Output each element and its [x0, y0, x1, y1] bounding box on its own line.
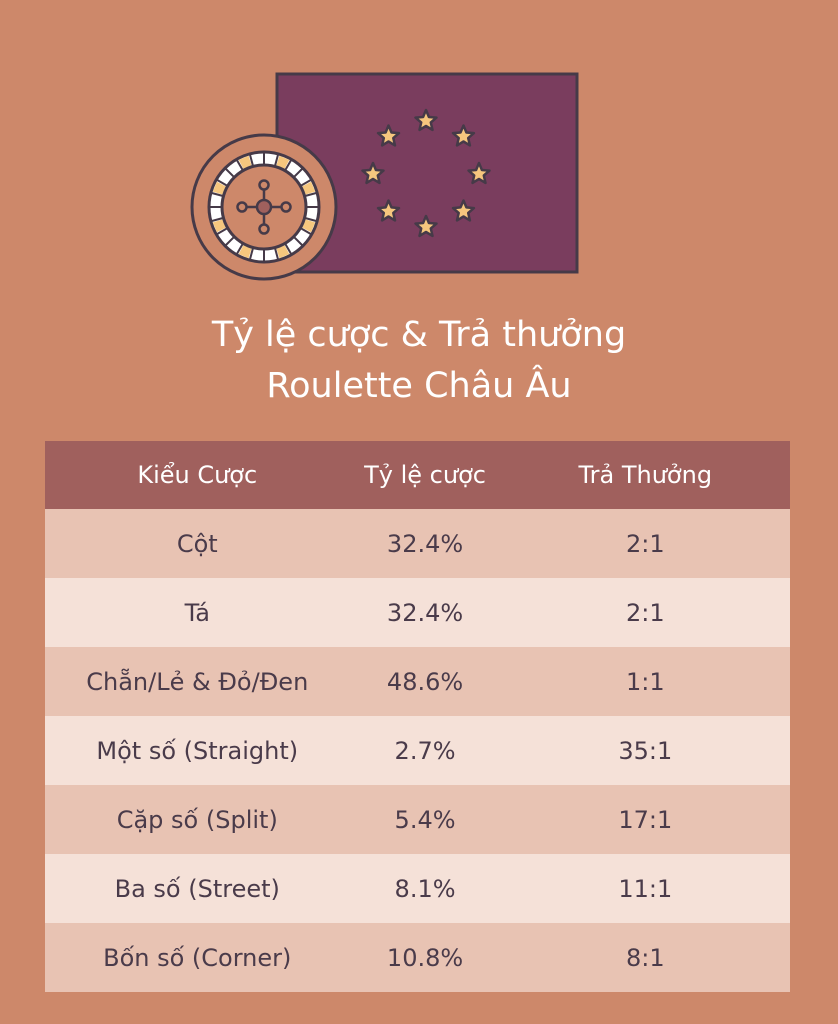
- table-row: Tá 32.4% 2:1: [45, 578, 790, 647]
- illustration: [190, 72, 579, 281]
- cell-payout: 35:1: [500, 716, 790, 785]
- cell-odds: 32.4%: [349, 509, 501, 578]
- cell-bet-type: Cột: [45, 509, 350, 578]
- table-row: Chẵn/Lẻ & Đỏ/Đen 48.6% 1:1: [45, 647, 790, 716]
- table-header: Kiểu Cược Tỷ lệ cược Trả Thưởng: [45, 441, 790, 509]
- cell-bet-type: Một số (Straight): [45, 716, 350, 785]
- star-icon: [376, 199, 401, 222]
- star-icon: [451, 199, 476, 222]
- cell-payout: 11:1: [500, 854, 790, 923]
- star-icon: [414, 214, 438, 238]
- roulette-wheel-icon: [190, 133, 338, 281]
- header-odds: Tỷ lệ cược: [349, 441, 501, 509]
- cell-odds: 48.6%: [349, 647, 501, 716]
- header-bet-type: Kiểu Cược: [45, 441, 350, 509]
- table-row: Cặp số (Split) 5.4% 17:1: [45, 785, 790, 854]
- cell-odds: 2.7%: [349, 716, 501, 785]
- cell-odds: 5.4%: [349, 785, 501, 854]
- cell-payout: 2:1: [500, 578, 790, 647]
- cell-odds: 8.1%: [349, 854, 501, 923]
- table-row: Cột 32.4% 2:1: [45, 509, 790, 578]
- cell-payout: 8:1: [500, 923, 790, 992]
- cell-bet-type: Chẵn/Lẻ & Đỏ/Đen: [45, 647, 350, 716]
- header-payout: Trả Thưởng: [500, 441, 790, 509]
- star-icon: [376, 124, 401, 147]
- table-row: Một số (Straight) 2.7% 35:1: [45, 716, 790, 785]
- star-icon: [451, 124, 476, 147]
- cell-odds: 10.8%: [349, 923, 501, 992]
- table-row: Bốn số (Corner) 10.8% 8:1: [45, 923, 790, 992]
- cell-bet-type: Tá: [45, 578, 350, 647]
- cell-payout: 1:1: [500, 647, 790, 716]
- cell-payout: 17:1: [500, 785, 790, 854]
- cell-odds: 32.4%: [349, 578, 501, 647]
- cell-bet-type: Cặp số (Split): [45, 785, 350, 854]
- star-icon: [414, 108, 438, 132]
- star-icon: [361, 161, 385, 185]
- table-row: Ba số (Street) 8.1% 11:1: [45, 854, 790, 923]
- cell-bet-type: Bốn số (Corner): [45, 923, 350, 992]
- title-line-1: Tỷ lệ cược & Trả thưởng: [211, 315, 627, 355]
- odds-table: Kiểu Cược Tỷ lệ cược Trả Thưởng Cột 32.4%…: [45, 441, 790, 992]
- title-line-2: Roulette Châu Âu: [266, 366, 572, 406]
- star-icon: [467, 161, 491, 185]
- cell-bet-type: Ba số (Street): [45, 854, 350, 923]
- cell-payout: 2:1: [500, 509, 790, 578]
